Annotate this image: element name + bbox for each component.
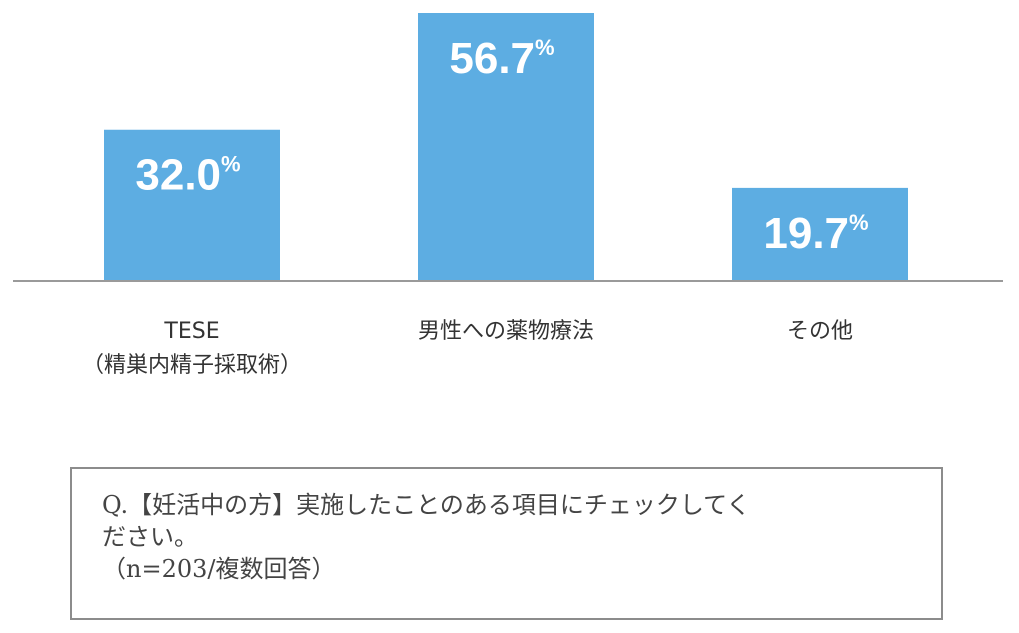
bar-value-label-1: 32.0% xyxy=(135,151,240,200)
question-line-3: （n=203/複数回答） xyxy=(102,555,336,583)
category-label-1-line-2: （精巣内精子採取術） xyxy=(82,353,302,378)
bar-3 xyxy=(732,187,908,281)
bars: 32.0% 56.7% 19.7% xyxy=(104,13,908,281)
bar-value-label-2: 56.7% xyxy=(449,34,554,83)
question-line-1: Q.【妊活中の方】実施したことのある項目にチェックしてく xyxy=(102,491,751,519)
question-text: Q.【妊活中の方】実施したことのある項目にチェックしてく ださい。 （n=203… xyxy=(102,489,922,585)
category-label-3: その他 xyxy=(787,319,853,344)
bar-2 xyxy=(418,13,594,281)
category-labels: TESE （精巣内精子採取術） 男性への薬物療法 その他 xyxy=(82,319,853,378)
category-label-1-line-1: TESE xyxy=(163,319,219,344)
question-line-2: ださい。 xyxy=(102,523,198,551)
bar-value-label-3: 19.7% xyxy=(763,209,868,258)
category-label-2: 男性への薬物療法 xyxy=(418,319,594,344)
bar-1 xyxy=(104,129,280,281)
bar-chart: 32.0% 56.7% 19.7% TESE （精巣内精子採取術） 男性への薬物療法 その… xyxy=(13,13,1003,378)
question-box: Q.【妊活中の方】実施したことのある項目にチェックしてく ださい。 （n=203… xyxy=(70,467,943,620)
